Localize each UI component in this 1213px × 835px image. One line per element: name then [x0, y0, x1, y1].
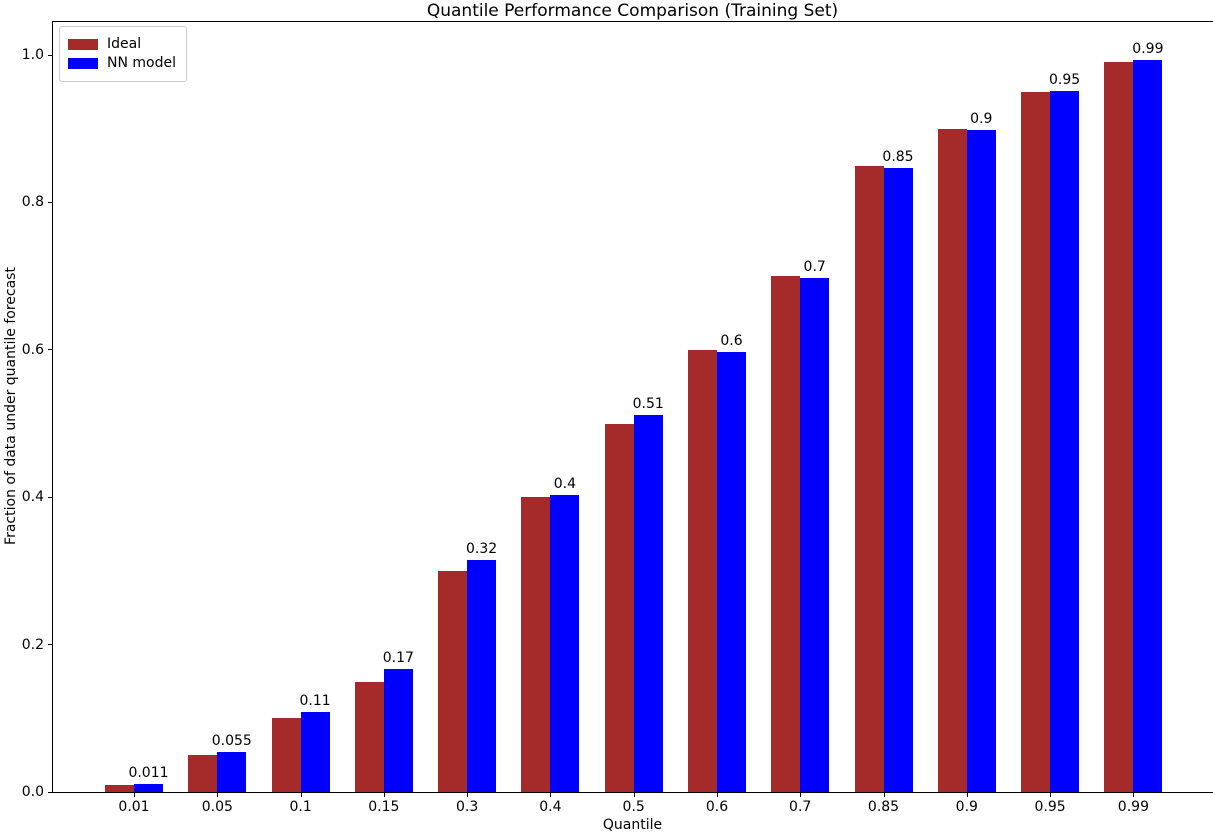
legend: Ideal NN model [59, 26, 187, 82]
bar-value-label: 0.011 [128, 764, 169, 781]
bar-ideal [271, 718, 301, 792]
bar-value-label: 0.9 [970, 111, 993, 128]
x-tick-label: 0.9 [955, 799, 978, 815]
bar-ideal [771, 276, 801, 792]
x-axis-label: Quantile [602, 817, 663, 833]
y-tick-label: 0.2 [21, 636, 44, 653]
y-tick-mark [48, 349, 52, 351]
legend-label-ideal: Ideal [107, 36, 142, 52]
x-tick-mark [300, 793, 302, 797]
x-tick-label: 0.05 [201, 799, 233, 815]
bar-ideal [354, 681, 384, 792]
x-tick-mark [966, 793, 968, 797]
x-tick-mark [217, 793, 219, 797]
y-tick-mark [48, 201, 52, 203]
x-tick-label: 0.95 [1034, 799, 1066, 815]
bar-nn-model [717, 352, 746, 792]
y-tick-mark [48, 791, 52, 793]
legend-label-nn-model: NN model [107, 55, 176, 71]
chart-title: Quantile Performance Comparison (Trainin… [426, 1, 839, 21]
bar-nn-model [383, 668, 413, 792]
bar-ideal [1104, 62, 1134, 792]
x-tick-mark [1133, 793, 1135, 797]
y-tick-label: 0.8 [21, 194, 44, 211]
bar-nn-model [633, 414, 663, 792]
bar-value-label: 0.95 [1049, 72, 1081, 89]
x-tick-label: 0.4 [539, 799, 562, 815]
bar-ideal [105, 784, 134, 792]
y-tick-label: 0.0 [21, 784, 44, 800]
legend-swatch-ideal [68, 39, 98, 50]
x-tick-label: 0.7 [789, 799, 812, 815]
bar-ideal [188, 755, 218, 792]
bar-value-label: 0.055 [211, 732, 252, 749]
x-tick-mark [1050, 793, 1052, 797]
bar-ideal [937, 128, 967, 792]
x-tick-label: 0.85 [867, 799, 900, 815]
y-axis-label: Fraction of data under quantile forecast [3, 267, 19, 545]
x-tick-mark [134, 793, 135, 797]
bar-ideal [604, 423, 634, 792]
bar-nn-model [1133, 60, 1163, 792]
x-tick-label: 0.99 [1117, 799, 1149, 815]
x-tick-mark [467, 793, 469, 797]
bar-ideal [1021, 91, 1051, 792]
bar-nn-model [300, 712, 330, 792]
legend-swatch-nn-model [68, 58, 98, 69]
x-tick-label: 0.5 [622, 799, 645, 815]
x-tick-label: 0.3 [455, 799, 479, 815]
legend-item-ideal: Ideal [68, 36, 176, 53]
x-tick-mark [383, 793, 385, 797]
bar-value-label: 0.85 [882, 148, 914, 165]
bar-value-label: 0.7 [803, 258, 826, 275]
x-tick-mark [883, 793, 885, 797]
x-tick-label: 0.6 [705, 799, 729, 815]
x-tick-mark [550, 793, 552, 797]
bar-nn-model [550, 495, 580, 792]
bar-ideal [521, 497, 551, 792]
bar-value-label: 0.99 [1132, 41, 1164, 58]
x-tick-mark [633, 793, 635, 797]
legend-item-nn-model: NN model [68, 55, 176, 72]
bar-value-label: 0.17 [382, 649, 414, 666]
x-tick-label: 0.01 [118, 799, 150, 815]
bar-nn-model [800, 277, 830, 792]
bar-nn-model [883, 167, 913, 792]
bar-nn-model [467, 559, 497, 792]
bar-value-label: 0.11 [299, 693, 331, 710]
y-tick-label: 1.0 [21, 47, 44, 63]
bar-value-label: 0.51 [632, 395, 664, 412]
bar-ideal [688, 349, 717, 792]
x-tick-mark [717, 793, 718, 797]
bar-ideal [438, 570, 468, 792]
bar-value-label: 0.4 [553, 476, 577, 492]
y-tick-mark [48, 644, 52, 646]
y-tick-mark [48, 496, 52, 498]
bar-value-label: 0.32 [466, 540, 498, 557]
y-tick-label: 0.6 [21, 341, 44, 358]
plot-area: Ideal NN model 0.0 0.2 0.4 0.6 0.8 1.0 0.011 0.… [22, 21, 1213, 815]
x-tick-label: 0.1 [289, 799, 312, 815]
y-tick-mark [48, 54, 52, 56]
bar-nn-model [966, 130, 996, 792]
bar-nn-model [1050, 91, 1080, 792]
bar-nn-model [217, 751, 247, 792]
x-tick-label: 0.15 [368, 799, 400, 815]
x-tick-mark [800, 793, 802, 797]
y-tick-label: 0.4 [21, 489, 44, 506]
bar-value-label: 0.6 [720, 333, 743, 349]
bar-nn-model [134, 783, 163, 792]
bar-ideal [854, 165, 884, 792]
